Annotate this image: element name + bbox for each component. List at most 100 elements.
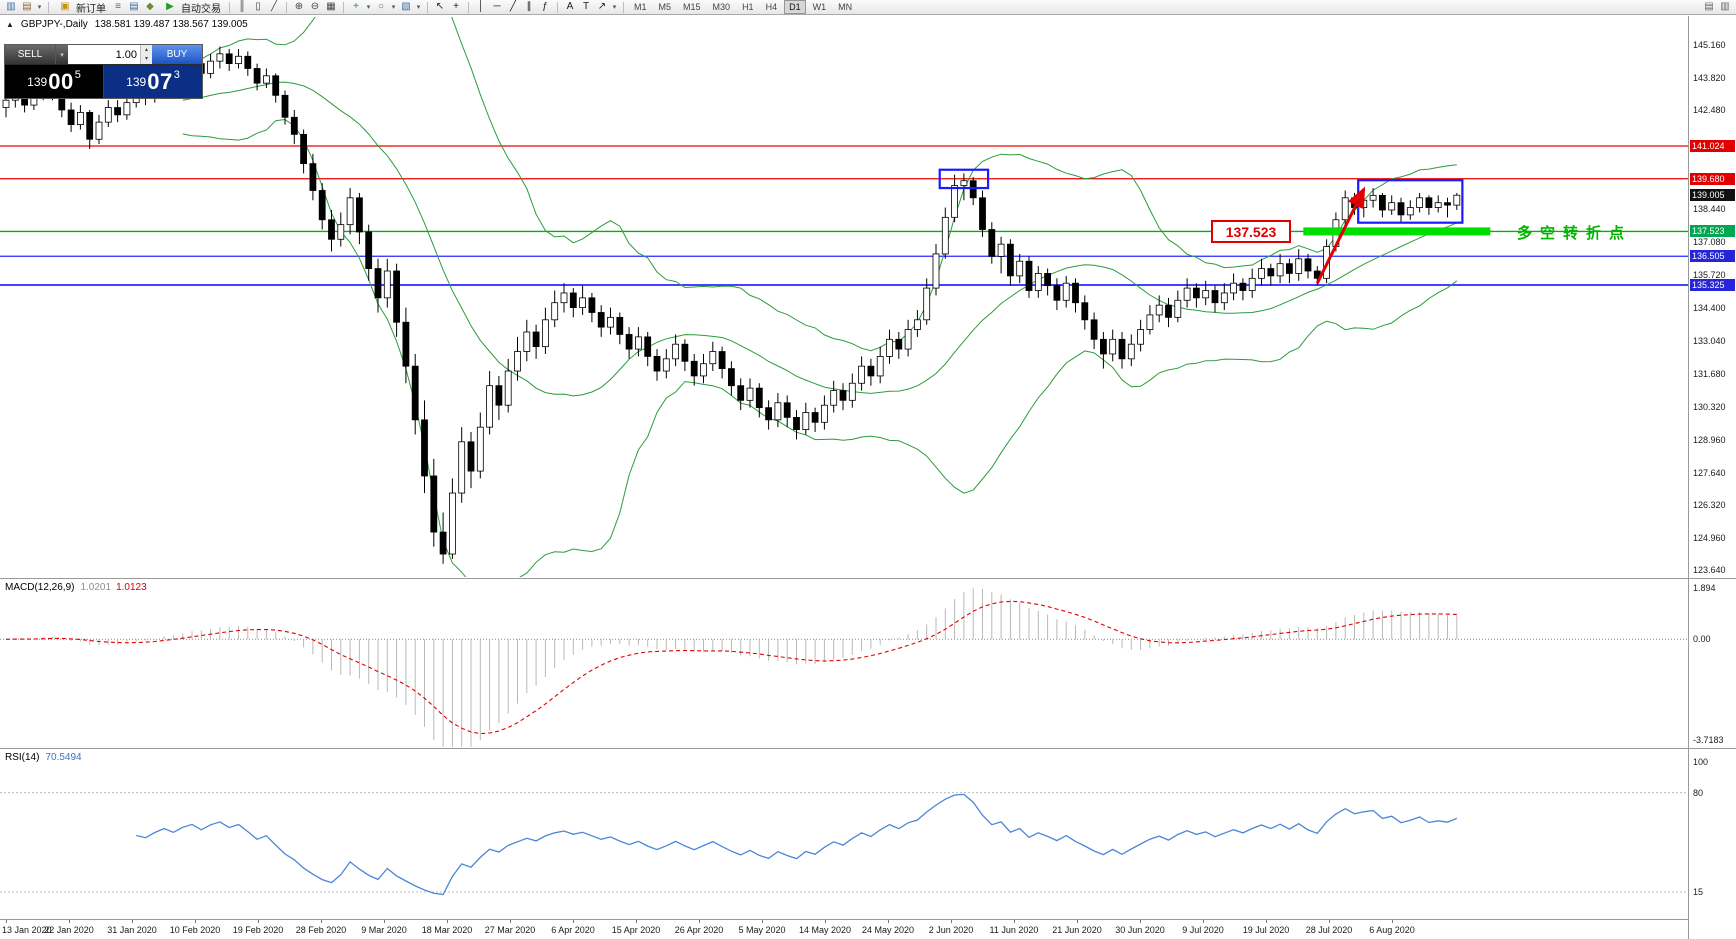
zoom-in-icon[interactable]: ⊕	[294, 1, 304, 12]
bid-pips: 00	[48, 68, 74, 94]
time-axis-tick	[69, 920, 70, 923]
tf-m1[interactable]: M1	[634, 2, 647, 12]
ohlc-readout: 138.581 139.487 138.567 139.005	[94, 19, 248, 30]
sell-button[interactable]: SELL	[5, 45, 55, 64]
volume-down-icon[interactable]: ▾	[141, 54, 152, 64]
channel-icon[interactable]: ∥	[526, 1, 532, 12]
rsi-axis-label: 100	[1693, 757, 1709, 767]
arrows-dropdown-icon[interactable]: ▾	[612, 3, 617, 11]
data-window-icon[interactable]: ▤	[129, 1, 139, 12]
new-order-button[interactable]: ▣ 新订单	[53, 1, 110, 15]
indicators-add-icon[interactable]: +	[353, 1, 359, 12]
volume-input[interactable]: 1.00 ▴ ▾	[68, 45, 152, 64]
profiles-icon[interactable]: ▤	[22, 1, 32, 12]
toolbar-separator	[427, 1, 428, 13]
ask-pips: 07	[147, 68, 173, 94]
tf-m30[interactable]: M30	[712, 2, 731, 12]
rsi-name: RSI(14)	[5, 752, 40, 763]
toolbar-separator	[468, 1, 469, 13]
profiles-dropdown-icon[interactable]: ▾	[37, 3, 42, 11]
crosshair-icon[interactable]: +	[453, 1, 459, 12]
zoom-out-icon[interactable]: ⊖	[310, 1, 320, 12]
bid-price-display[interactable]: 139 00 5	[5, 65, 103, 98]
time-axis-label: 10 Feb 2020	[169, 925, 221, 935]
price-level-callout[interactable]: 137.523	[1211, 220, 1291, 243]
time-axis-label: 19 Jul 2020	[1242, 925, 1290, 935]
ask-int: 139	[126, 74, 147, 89]
price-axis-label: 137.080	[1693, 237, 1726, 248]
ask-price-display[interactable]: 139 07 3	[103, 65, 202, 98]
macd-pane-label: MACD(12,26,9) 1.0201 1.0123	[5, 582, 147, 593]
price-axis-label: 138.440	[1693, 204, 1726, 215]
pane-divider[interactable]	[0, 578, 1736, 579]
time-axis-tick	[447, 920, 448, 923]
text-label-icon[interactable]: T	[582, 1, 590, 12]
indicators-dropdown-icon[interactable]: ▾	[366, 3, 371, 11]
new-order-button-icon: ▣	[60, 1, 70, 12]
candlestick-chart-icon[interactable]: ▯	[255, 1, 261, 12]
time-axis-label: 28 Feb 2020	[295, 925, 347, 935]
time-axis-tick	[510, 920, 511, 923]
price-axis-label: 131.680	[1693, 368, 1726, 379]
tf-d1[interactable]: D1	[784, 0, 806, 14]
time-axis-tick	[132, 920, 133, 923]
rsi-axis-label: 15	[1693, 887, 1704, 898]
price-axis-tag: 139.005	[1690, 189, 1735, 202]
arrows-icon[interactable]: ↗	[597, 1, 607, 12]
bar-chart-icon[interactable]: ║	[238, 1, 246, 12]
toolbar-separator	[286, 1, 287, 13]
time-axis-tick	[6, 920, 7, 923]
fibonacci-icon[interactable]: ƒ	[542, 1, 548, 12]
time-scale[interactable]: 13 Jan 2020 22 Jan 2020 31 Jan 2020 10 Feb …	[0, 919, 1688, 939]
trade-panel-toggle-icon[interactable]: ▲	[6, 20, 14, 29]
vertical-line-icon[interactable]: │	[477, 1, 485, 12]
toolbar: ▥ ▤ ▾ ▣ 新订单 ≡ ▤ ◆ ▶ 自动交易 ║ ▯ ╱ ⊕ ⊖ ▦ + ▾ ○ ▾ ▧ ▾ ↖ + │ ─ ╱ ∥ ƒ A T ↗ ▾ M1…	[0, 0, 1736, 15]
price-axis-label: 123.640	[1693, 565, 1726, 576]
charts-window-icon[interactable]: ▥	[1720, 1, 1730, 12]
one-click-trade-panel: SELL ▾ 1.00 ▴ ▾ BUY 139 00 5 139 07 3	[4, 44, 203, 99]
macd-name: MACD(12,26,9)	[5, 582, 75, 593]
time-axis-label: 9 Jul 2020	[1182, 925, 1224, 935]
time-axis-label: 28 Jul 2020	[1305, 925, 1353, 935]
tf-w1[interactable]: W1	[812, 2, 827, 12]
templates-icon[interactable]: ▧	[401, 1, 411, 12]
tf-m15[interactable]: M15	[683, 2, 701, 12]
tf-mn[interactable]: MN	[838, 2, 853, 12]
horizontal-line-icon[interactable]: ─	[493, 1, 501, 12]
navigator-icon[interactable]: ◆	[146, 1, 154, 12]
line-chart-icon[interactable]: ╱	[270, 1, 278, 12]
trendline-icon[interactable]: ╱	[509, 1, 517, 12]
price-axis-tag: 137.523	[1690, 225, 1735, 238]
tf-h4[interactable]: H4	[765, 2, 778, 12]
price-scale[interactable]: 145.160 143.820 142.480 138.440 137.080 135.7…	[1688, 16, 1736, 939]
tf-h1[interactable]: H1	[742, 2, 754, 12]
time-axis-tick	[1077, 920, 1078, 923]
templates-dropdown-icon[interactable]: ▾	[416, 3, 421, 11]
time-axis-tick	[195, 920, 196, 923]
periods-dropdown-icon[interactable]: ▾	[391, 3, 396, 11]
ask-frac: 3	[173, 69, 180, 81]
text-icon[interactable]: A	[566, 1, 574, 12]
cursor-icon[interactable]: ↖	[435, 1, 445, 12]
volume-value[interactable]: 1.00	[115, 48, 137, 61]
pane-divider[interactable]	[0, 748, 1736, 749]
buy-button[interactable]: BUY	[152, 45, 202, 64]
tf-m5[interactable]: M5	[658, 2, 672, 12]
order-type-dropdown-icon[interactable]: ▾	[55, 45, 68, 64]
new-chart-icon[interactable]: ▥	[6, 1, 16, 12]
turning-point-note[interactable]: 多空转折点	[1517, 225, 1633, 242]
time-axis-tick	[636, 920, 637, 923]
toolbox-window-icon[interactable]: ▤	[1704, 1, 1714, 12]
time-axis-tick	[825, 920, 826, 923]
tile-windows-icon[interactable]: ▦	[326, 1, 336, 12]
price-axis-label: 126.320	[1693, 499, 1726, 510]
autotrade-button[interactable]: ▶ 自动交易	[158, 1, 225, 15]
volume-up-icon[interactable]: ▴	[141, 45, 152, 55]
time-axis-tick	[699, 920, 700, 923]
periods-icon[interactable]: ○	[377, 1, 385, 12]
market-watch-icon[interactable]: ≡	[115, 1, 121, 12]
time-axis-tick	[1392, 920, 1393, 923]
time-axis-label: 27 Mar 2020	[484, 925, 536, 935]
